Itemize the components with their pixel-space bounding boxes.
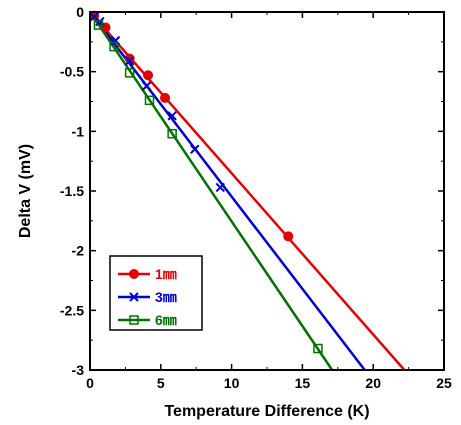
- series-3-point: [93, 20, 104, 30]
- data-markers: [89, 10, 323, 354]
- x-tick-label: 15: [295, 375, 311, 391]
- series-3-point: [167, 128, 177, 139]
- x-tick-label: 10: [224, 375, 240, 391]
- y-tick-label: -0.5: [60, 64, 84, 80]
- legend-marker-1: [129, 269, 139, 279]
- x-axis-title: Temperature Difference (K): [164, 403, 369, 420]
- series-3-point: [124, 68, 135, 78]
- axis-ticks: [89, 11, 445, 371]
- legend-label-2: 3㎜: [155, 289, 177, 305]
- y-tick-label: -2: [72, 243, 85, 259]
- x-tick-label: 25: [436, 375, 452, 391]
- series-1-fit-line: [89, 11, 406, 371]
- y-tick-label: -3: [72, 362, 85, 378]
- series-1-point: [283, 231, 294, 242]
- series-1-point: [124, 53, 135, 64]
- x-tick-label: 5: [157, 375, 165, 391]
- series-3-point: [313, 343, 323, 354]
- series-2-point: [190, 144, 200, 154]
- series-3-fit-line: [88, 11, 334, 371]
- series-3-point: [144, 95, 155, 106]
- series-2-fit-line: [89, 11, 366, 371]
- y-tick-label: -1: [72, 123, 85, 139]
- series-2-point: [215, 182, 225, 193]
- series-2-point: [141, 81, 152, 91]
- y-axis-title: Delta V (mV): [17, 144, 34, 238]
- y-tick-label: 0: [76, 4, 84, 20]
- x-tick-label: 0: [86, 375, 94, 391]
- legend: 1㎜ 3㎜ 6㎜: [109, 255, 203, 331]
- legend-box: [109, 255, 203, 331]
- legend-label-1: 1㎜: [155, 266, 177, 282]
- legend-label-3: 6㎜: [155, 312, 177, 328]
- series-2-point: [124, 56, 135, 66]
- legend-marker-3: [129, 315, 139, 325]
- series-1-point: [160, 92, 171, 103]
- legend-marker-2: [129, 292, 139, 302]
- series-3-point: [109, 41, 119, 52]
- series-1-point: [143, 70, 154, 81]
- fit-lines: [88, 11, 406, 371]
- x-tick-label: 20: [365, 375, 381, 391]
- y-tick-label: -2.5: [60, 302, 84, 318]
- axis-tick-labels: 0 5 10 15 20 25 0 -0.5 -1 -1.5 -2 -2.5 -3: [60, 4, 452, 391]
- y-tick-label: -1.5: [60, 183, 84, 199]
- series-2-point: [167, 111, 177, 121]
